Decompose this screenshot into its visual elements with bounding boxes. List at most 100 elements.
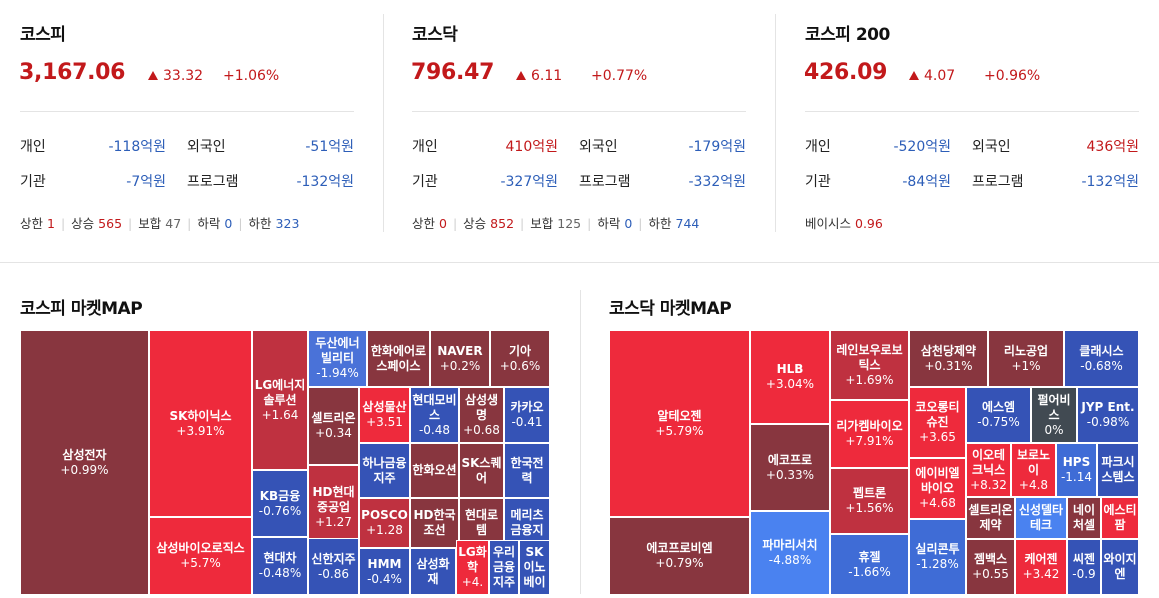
map-cell[interactable]: 에코프로 +0.33%: [750, 424, 830, 511]
map-cell[interactable]: 한국전력: [504, 443, 550, 498]
investor-label: 개인: [20, 139, 46, 155]
map-cell[interactable]: 카카오 -0.41: [504, 387, 550, 443]
map-cell-name: 실리콘투: [915, 542, 960, 556]
map-cell-change: +1.69%: [845, 372, 894, 387]
map-cell[interactable]: 두산에너빌리티 -1.94%: [308, 330, 367, 387]
map-cell[interactable]: 삼성전자 +0.99%: [20, 330, 149, 595]
map-cell[interactable]: 삼성물산 +3.51: [359, 387, 410, 443]
map-cell[interactable]: JYP Ent. -0.98%: [1077, 387, 1139, 443]
map-cell-change: +8.32: [970, 477, 1007, 492]
map-cell[interactable]: HD한국조선: [410, 498, 459, 548]
map-cell[interactable]: 이오테크닉스 +8.32: [966, 443, 1011, 497]
map-cell[interactable]: 현대모비스 -0.48: [410, 387, 459, 443]
stat-label: 보합: [138, 216, 162, 231]
investor-value: -520억원: [893, 139, 951, 155]
map-cell-change: +0.79%: [655, 556, 704, 570]
map-cell-change: +0.99%: [60, 462, 109, 477]
map-cell[interactable]: 파마리서치 -4.88%: [750, 511, 830, 595]
map-cell-name: POSCO: [361, 508, 408, 522]
map-cell-name: 와이지엔: [1103, 552, 1137, 581]
up-arrow-icon: [909, 71, 919, 80]
map-cell[interactable]: 네이처셀: [1067, 497, 1101, 539]
map-cell-change: -1.28%: [916, 557, 959, 571]
up-arrow-icon: [148, 71, 158, 80]
investor-value: -132억원: [296, 174, 354, 190]
kospi-stats: 상한 1 | 상승 565 | 보합 47 | 하락 0 | 하한 323: [20, 216, 300, 231]
map-cell[interactable]: 삼성생명 +0.68: [459, 387, 504, 443]
investor-label: 외국인: [187, 139, 226, 155]
map-cell[interactable]: 펄어비스 0%: [1031, 387, 1077, 443]
kosdaq-change: 6.11: [516, 68, 562, 84]
map-cell[interactable]: 한화오션: [410, 443, 459, 498]
map-cell[interactable]: 신한지주 -0.86: [308, 538, 359, 595]
map-cell[interactable]: HPS -1.14: [1056, 443, 1097, 497]
map-cell[interactable]: 에스티팜: [1101, 497, 1139, 539]
map-cell-name: 젬백스: [973, 552, 1008, 566]
map-cell[interactable]: 레인보우로보틱스 +1.69%: [830, 330, 909, 400]
map-cell-change: +5.7%: [180, 556, 221, 570]
investor-value: 436억원: [1086, 139, 1139, 155]
map-cell[interactable]: HLB +3.04%: [750, 330, 830, 424]
map-cell[interactable]: 신성델타테크: [1015, 497, 1067, 539]
map-cell[interactable]: 한화에어로스페이스: [367, 330, 430, 387]
kosdaq-name[interactable]: 코스닥: [412, 25, 458, 45]
map-cell[interactable]: 보로노이 +4.8: [1011, 443, 1056, 497]
kospi-percent: +1.06%: [223, 68, 280, 84]
map-cell[interactable]: 삼성바이오로직스 +5.7%: [149, 517, 252, 595]
map-cell[interactable]: 현대로템: [459, 498, 504, 548]
map-cell[interactable]: 메리츠금융지: [504, 498, 550, 548]
map-cell[interactable]: 파크시스템스: [1097, 443, 1139, 497]
map-cell[interactable]: 클래시스 -0.68%: [1064, 330, 1139, 387]
map-cell[interactable]: 하나금융지주: [359, 443, 410, 498]
map-cell[interactable]: 에이비엘바이오 +4.68: [909, 458, 966, 519]
map-cell[interactable]: 리노공업 +1%: [988, 330, 1064, 387]
map-cell[interactable]: 젬백스 +0.55: [966, 539, 1015, 595]
map-cell-name: 알테오젠: [657, 408, 702, 423]
kospi200-name[interactable]: 코스피 200: [805, 25, 890, 45]
kosdaq-percent: +0.77%: [591, 68, 648, 84]
map-cell[interactable]: LG화학 +4.: [456, 540, 489, 595]
stat-label: 하한: [648, 216, 672, 231]
map-cell-name: 파마리서치: [762, 538, 818, 552]
map-cell[interactable]: SK이노베이: [519, 540, 550, 595]
map-cell-name: 펄어비스: [1037, 392, 1071, 422]
kospi-name[interactable]: 코스피: [20, 25, 66, 45]
map-cell-change: +7.91%: [845, 434, 894, 448]
map-cell-change: +4.68: [919, 496, 956, 510]
map-cell[interactable]: 기아 +0.6%: [490, 330, 550, 387]
map-cell[interactable]: POSCO +1.28: [359, 498, 410, 548]
map-cell[interactable]: 알테오젠 +5.79%: [609, 330, 750, 517]
map-cell[interactable]: 펩트론 +1.56%: [830, 468, 909, 534]
map-cell-name: 하나금융지주: [362, 455, 407, 485]
map-cell-name: 레인보우로보틱스: [836, 342, 903, 372]
map-cell[interactable]: 삼천당제약 +0.31%: [909, 330, 988, 387]
map-cell-name: 현대로템: [464, 508, 499, 537]
map-cell[interactable]: 씨젠 -0.9: [1067, 539, 1101, 595]
map-cell[interactable]: 셀트리온제약: [966, 497, 1015, 539]
map-cell[interactable]: 리가켐바이오 +7.91%: [830, 400, 909, 468]
map-cell[interactable]: 와이지엔: [1101, 539, 1139, 595]
map-cell[interactable]: HMM -0.4%: [359, 548, 410, 595]
map-cell[interactable]: 셀트리온 +0.34: [308, 387, 359, 465]
map-cell[interactable]: 삼성화재: [410, 548, 456, 595]
map-cell[interactable]: HD현대중공업 +1.27: [308, 465, 359, 550]
map-cell-name: 현대모비스: [412, 392, 457, 422]
map-cell-name: 네이처셀: [1072, 503, 1096, 532]
map-cell[interactable]: 에코프로비엠 +0.79%: [609, 517, 750, 595]
investor-label: 기관: [20, 174, 46, 190]
map-cell[interactable]: SK스퀘어: [459, 443, 504, 498]
map-cell[interactable]: SK하이닉스 +3.91%: [149, 330, 252, 517]
map-cell[interactable]: 에스엠 -0.75%: [966, 387, 1031, 443]
map-cell[interactable]: LG에너지솔루션 +1.64: [252, 330, 308, 470]
change-value: 33.32: [163, 68, 204, 84]
map-cell[interactable]: 코오롱티슈진 +3.65: [909, 387, 966, 458]
stat-value: 323: [275, 216, 300, 231]
map-cell[interactable]: 현대차 -0.48%: [252, 537, 308, 595]
map-cell[interactable]: 케어젠 +3.42: [1015, 539, 1067, 595]
map-cell[interactable]: NAVER +0.2%: [430, 330, 490, 387]
map-cell[interactable]: KB금융 -0.76%: [252, 470, 308, 537]
map-cell[interactable]: 우리금융지주: [489, 540, 519, 595]
map-cell[interactable]: 실리콘투 -1.28%: [909, 519, 966, 595]
map-cell[interactable]: 휴젤 -1.66%: [830, 534, 909, 595]
investor-value: -51억원: [305, 139, 354, 155]
